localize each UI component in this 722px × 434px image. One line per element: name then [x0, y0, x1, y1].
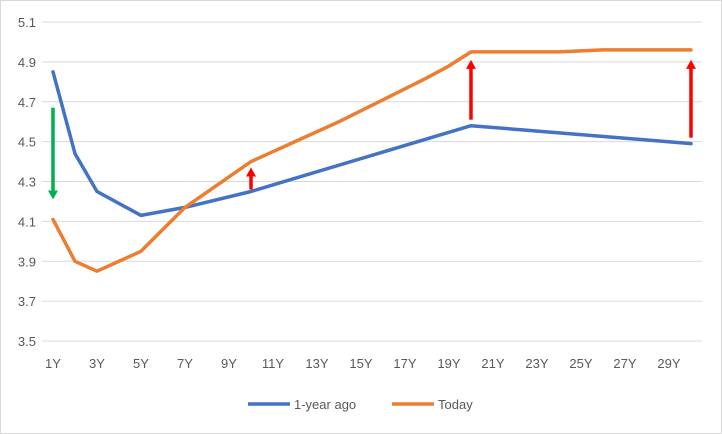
- y-tick-label: 3.5: [18, 334, 36, 349]
- x-tick-label: 19Y: [437, 356, 460, 371]
- x-tick-label: 17Y: [393, 356, 416, 371]
- x-tick-label: 27Y: [613, 356, 636, 371]
- change-arrow-head: [48, 190, 58, 200]
- series-lines: [51, 48, 693, 273]
- x-tick-label: 3Y: [89, 356, 105, 371]
- x-tick-label: 7Y: [177, 356, 193, 371]
- x-tick-label: 5Y: [133, 356, 149, 371]
- series-line-one-year-ago: [51, 70, 693, 218]
- y-tick-label: 3.9: [18, 254, 36, 269]
- x-tick-label: 15Y: [349, 356, 372, 371]
- x-tick-label: 9Y: [221, 356, 237, 371]
- x-tick-label: 1Y: [45, 356, 61, 371]
- legend-label: 1-year ago: [294, 397, 356, 412]
- x-tick-label: 11Y: [262, 356, 284, 371]
- x-tick-label: 29Y: [657, 356, 680, 371]
- legend-label: Today: [438, 397, 473, 412]
- x-tick-label: 25Y: [569, 356, 592, 371]
- y-axis-ticks: 3.5 3.7 3.9 4.1 4.3 4.5 4.7 4.9 5.1: [18, 15, 36, 349]
- y-tick-label: 3.7: [18, 294, 36, 309]
- y-tick-label: 4.1: [18, 214, 36, 229]
- change-arrows: [48, 59, 696, 200]
- change-arrow-head: [686, 59, 696, 69]
- y-tick-label: 4.9: [18, 55, 36, 70]
- y-tick-label: 4.5: [18, 135, 36, 150]
- series-line-today: [51, 48, 693, 273]
- y-tick-label: 4.7: [18, 95, 36, 110]
- gridlines: [42, 21, 702, 342]
- legend: 1-year ago Today: [248, 397, 473, 412]
- x-tick-label: 23Y: [525, 356, 548, 371]
- x-tick-label: 13Y: [305, 356, 328, 371]
- x-tick-label: 21Y: [481, 356, 504, 371]
- change-arrow-head: [466, 59, 476, 69]
- y-tick-label: 5.1: [18, 15, 36, 30]
- change-arrow-head: [246, 167, 256, 177]
- x-axis-ticks: 1Y 3Y 5Y 7Y 9Y 11Y 13Y 15Y 17Y 19Y 21Y 23Y 25Y 27Y 29Y: [45, 356, 681, 371]
- y-tick-label: 4.3: [18, 175, 36, 190]
